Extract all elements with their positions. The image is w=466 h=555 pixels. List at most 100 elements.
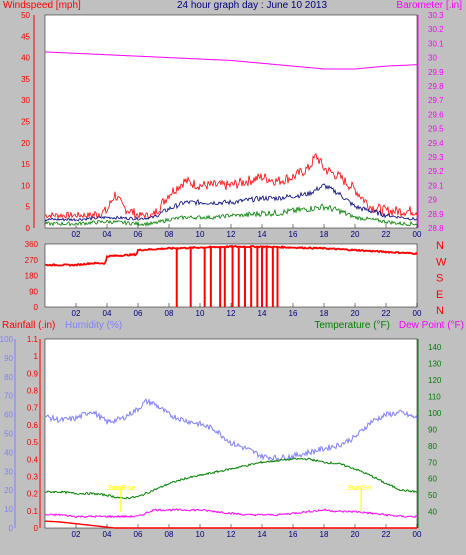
rainfall-tick-label: 0.7 [27,404,39,413]
windspeed-tick-label: 45 [21,32,30,41]
direction-x-tick-label: 04 [103,309,112,318]
series-windspeed [44,153,418,220]
humidity-tick-label: 50 [4,430,13,439]
direction-tick-label: 90 [29,287,38,296]
compass-label: S [436,273,443,285]
series-windspeed-average [44,183,418,222]
wind-x-tick-label: 12 [227,230,236,239]
barometer-tick-label: 29.3 [428,153,444,162]
windspeed-axis-label: Windspeed [mph] [3,0,81,11]
wind-x-tick-label: 10 [196,230,205,239]
humidity-tick-label: 60 [4,411,13,420]
climate-panel-background [44,338,418,529]
rainfall-tick-label: 0.6 [27,421,39,430]
humidity-tick-label: 10 [4,505,13,514]
series-temperature [44,457,417,500]
compass-label: W [436,256,447,268]
direction-x-tick-label: 18 [320,309,329,318]
humidity-axis-label: Humidity (%) [65,320,122,331]
compass-label: E [436,289,443,301]
climate-x-tick-label: 20 [351,530,360,539]
series-windspeed-minimum [44,203,418,227]
barometer-tick-label: 29 [428,196,437,205]
barometer-tick-label: 30.2 [428,25,444,34]
wind-panel-background [44,14,418,229]
direction-x-tick-label: 16 [289,309,298,318]
barometer-tick-label: 29.1 [428,181,444,190]
humidity-tick-label: 20 [4,486,13,495]
series-wind-direction [44,244,418,267]
temperature-tick-label: 80 [428,442,437,451]
direction-tick-label: 270 [25,256,39,265]
wind-x-tick-label: 16 [289,230,298,239]
windspeed-tick-label: 40 [21,54,30,63]
climate-x-tick-label: 04 [103,530,112,539]
windspeed-tick-label: 10 [21,181,30,190]
rainfall-tick-label: 0.9 [27,369,39,378]
wind-x-tick-label: 20 [351,230,360,239]
rainfall-tick-label: 0.5 [27,438,39,447]
windspeed-tick-label: 35 [21,75,30,84]
rainfall-tick-label: 0.3 [27,472,39,481]
direction-tick-label: 360 [25,240,39,249]
temperature-tick-label: 120 [428,376,442,385]
rainfall-tick-label: 0.1 [27,507,39,516]
temperature-tick-label: 140 [428,343,442,352]
humidity-tick-label: 80 [4,373,13,382]
humidity-tick-label: 40 [4,448,13,457]
climate-x-tick-label: 14 [258,530,267,539]
barometer-tick-label: 29.6 [428,110,444,119]
wind-x-tick-label: 22 [382,230,391,239]
windspeed-tick-label: 30 [21,96,30,105]
barometer-tick-label: 29.9 [428,68,444,77]
barometer-tick-label: 30.3 [428,11,444,20]
rainfall-tick-label: 0.4 [27,455,39,464]
wind-x-tick-label: 00 [413,230,422,239]
direction-x-tick-label: 22 [382,309,391,318]
direction-x-tick-label: 10 [196,309,205,318]
climate-x-tick-label: 08 [165,530,174,539]
barometer-tick-label: 28.8 [428,224,444,233]
humidity-tick-label: 90 [4,354,13,363]
temperature-tick-label: 110 [428,393,441,402]
barometer-tick-label: 28.9 [428,210,444,219]
humidity-tick-label: 70 [4,392,13,401]
climate-x-tick-label: 12 [227,530,236,539]
direction-tick-label: 180 [25,272,39,281]
humidity-tick-label: 30 [4,467,13,476]
humidity-tick-label: 100 [0,335,14,344]
barometer-tick-label: 29.5 [428,125,444,134]
barometer-tick-label: 30.1 [428,39,444,48]
wind-x-tick-label: 06 [134,230,143,239]
temperature-tick-label: 130 [428,360,442,369]
chart-marks: 5045403530252015105030.330.230.13029.929… [0,11,447,539]
temperature-tick-label: 60 [428,475,437,484]
temperature-tick-label: 40 [428,508,437,517]
humidity-tick-label: 0 [9,524,14,533]
barometer-tick-label: 29.2 [428,167,444,176]
direction-x-tick-label: 06 [134,309,143,318]
windspeed-tick-label: 20 [21,139,30,148]
series-rainfall [44,520,417,529]
rainfall-tick-label: 1 [34,352,39,361]
dewpoint-axis-label: Dew Point (°F) [399,320,464,331]
temperature-tick-label: 70 [428,458,437,467]
direction-x-tick-label: 08 [165,309,174,318]
rainfall-tick-label: 0.8 [27,387,39,396]
graph-title: 24 hour graph day : June 10 2013 [177,0,328,11]
windspeed-tick-label: 5 [26,203,31,212]
series-humidity [44,397,418,462]
climate-x-tick-label: 00 [413,530,422,539]
climate-x-tick-label: 06 [134,530,143,539]
wind-x-tick-label: 02 [72,230,81,239]
sun-event-label: Sun Rise [107,485,136,492]
direction-x-tick-label: 12 [227,309,236,318]
wind-x-tick-label: 14 [258,230,267,239]
direction-x-tick-label: 14 [258,309,267,318]
climate-x-tick-label: 16 [289,530,298,539]
climate-x-tick-label: 22 [382,530,391,539]
sun-event-label: Sun Set [347,485,372,492]
temperature-tick-label: 100 [428,409,442,418]
